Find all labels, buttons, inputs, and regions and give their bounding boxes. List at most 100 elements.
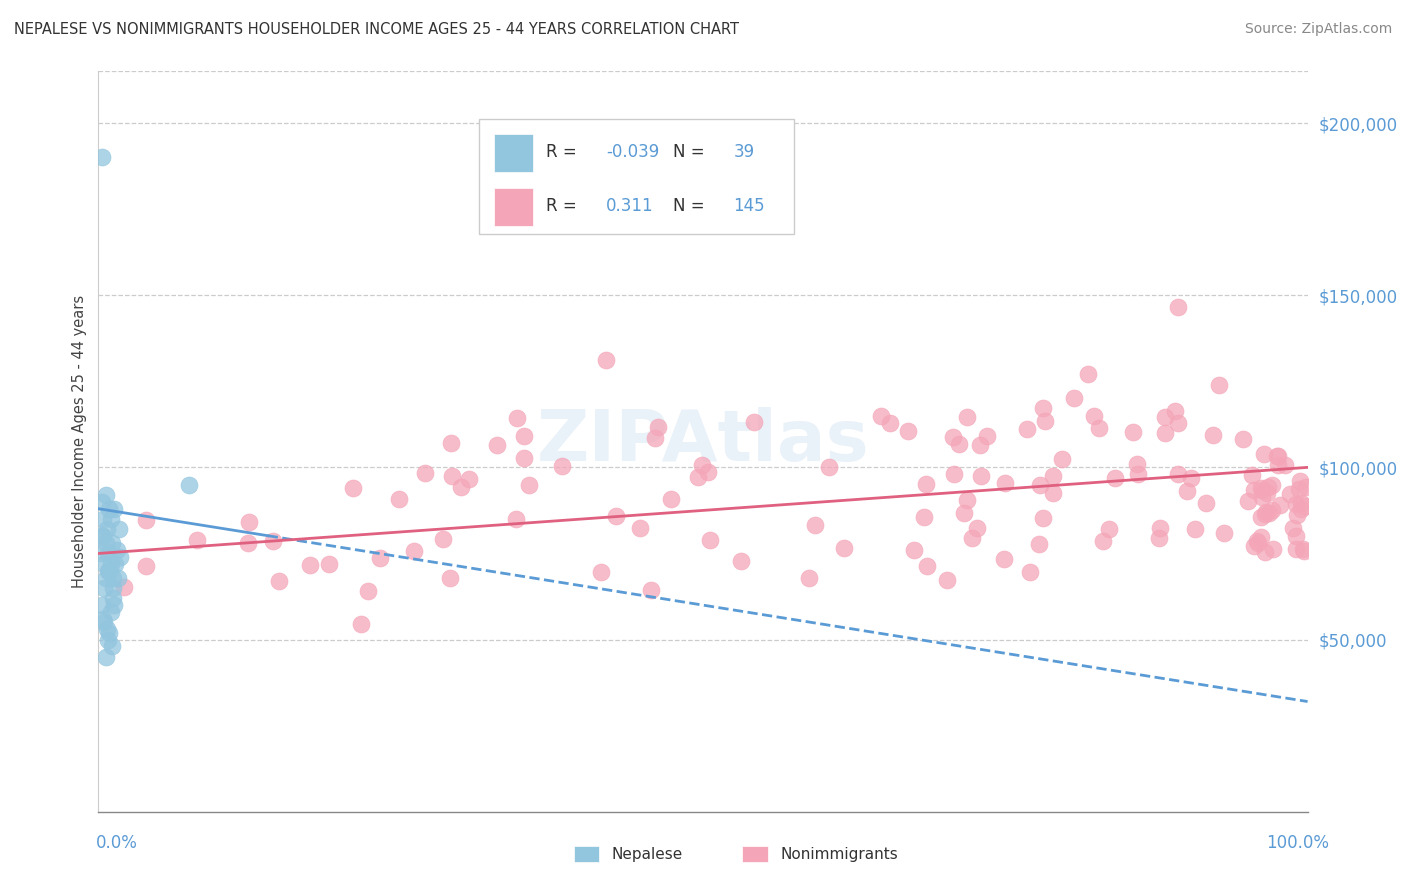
Point xyxy=(238,515,260,529)
Point xyxy=(103,598,125,612)
Point xyxy=(1246,534,1268,549)
Point xyxy=(1236,494,1258,508)
Point xyxy=(186,533,208,548)
Point xyxy=(94,488,117,502)
Point xyxy=(1285,508,1308,522)
Point xyxy=(1253,545,1275,559)
Text: Nonimmigrants: Nonimmigrants xyxy=(780,847,898,862)
Point xyxy=(101,591,124,606)
Point xyxy=(135,513,157,527)
Point xyxy=(1285,528,1308,542)
Point xyxy=(644,431,666,445)
Point xyxy=(953,506,976,520)
Point xyxy=(1018,565,1040,579)
Text: 100.0%: 100.0% xyxy=(1265,834,1329,852)
Point xyxy=(1274,458,1296,472)
Text: R =: R = xyxy=(546,196,576,215)
Point xyxy=(605,509,627,524)
Point xyxy=(1122,425,1144,439)
Point xyxy=(97,546,120,560)
Point xyxy=(742,415,765,429)
Point xyxy=(513,451,536,466)
Point xyxy=(818,460,841,475)
Point xyxy=(517,477,540,491)
Point xyxy=(94,649,117,664)
Point xyxy=(91,612,114,626)
Point xyxy=(1167,300,1189,314)
Point xyxy=(388,492,411,507)
Point xyxy=(943,467,966,481)
Point xyxy=(505,512,527,526)
Point xyxy=(101,581,124,595)
Point xyxy=(100,640,122,654)
Point xyxy=(100,605,122,619)
Point xyxy=(1077,367,1099,381)
Text: R =: R = xyxy=(546,143,576,161)
Point xyxy=(1250,481,1272,495)
Point xyxy=(318,557,340,571)
Point xyxy=(93,557,115,571)
Text: 0.311: 0.311 xyxy=(606,196,654,215)
Point xyxy=(956,409,979,424)
Point xyxy=(97,564,120,578)
Point xyxy=(97,632,120,647)
Point xyxy=(91,598,114,612)
Point xyxy=(91,495,114,509)
Point xyxy=(1268,498,1291,512)
Point xyxy=(1257,480,1279,494)
Point xyxy=(413,466,436,480)
Text: 39: 39 xyxy=(734,143,755,161)
Point xyxy=(1267,458,1289,472)
Point xyxy=(1256,486,1278,500)
Point xyxy=(915,558,938,573)
Point xyxy=(1154,426,1177,441)
Point xyxy=(1265,449,1288,463)
Point xyxy=(1295,480,1317,494)
Point xyxy=(100,536,122,550)
Point xyxy=(1180,471,1202,485)
Point xyxy=(98,501,121,516)
Point xyxy=(101,570,124,584)
Point xyxy=(912,509,935,524)
Text: 145: 145 xyxy=(734,196,765,215)
Point xyxy=(994,476,1017,491)
Point xyxy=(1232,432,1254,446)
Point xyxy=(591,566,613,580)
Text: N =: N = xyxy=(672,143,704,161)
Point xyxy=(595,352,617,367)
Point xyxy=(1042,469,1064,483)
Point xyxy=(1033,414,1056,428)
Point xyxy=(976,428,998,442)
Text: Source: ZipAtlas.com: Source: ZipAtlas.com xyxy=(1244,22,1392,37)
Point xyxy=(1250,530,1272,544)
Point xyxy=(357,583,380,598)
Point xyxy=(135,559,157,574)
Point xyxy=(342,481,364,495)
Point xyxy=(350,617,373,632)
Point xyxy=(94,570,117,584)
Point xyxy=(1028,537,1050,551)
Point xyxy=(640,582,662,597)
Point xyxy=(1285,498,1308,512)
Point xyxy=(1202,428,1225,442)
Point xyxy=(98,564,121,578)
Point xyxy=(628,521,651,535)
Point xyxy=(1254,507,1277,521)
Point xyxy=(960,531,983,545)
Point xyxy=(1253,447,1275,461)
Text: Nepalese: Nepalese xyxy=(612,847,683,862)
Point xyxy=(1258,507,1281,521)
Point xyxy=(1247,536,1270,550)
Point xyxy=(96,622,118,636)
Point xyxy=(105,543,128,558)
Point xyxy=(1154,409,1177,424)
Point xyxy=(1212,525,1234,540)
Point xyxy=(1175,483,1198,498)
Point xyxy=(457,472,479,486)
Point xyxy=(551,459,574,474)
Point xyxy=(94,536,117,550)
Point xyxy=(91,529,114,543)
Point xyxy=(91,151,114,165)
Point xyxy=(1042,486,1064,500)
Point xyxy=(699,533,721,548)
